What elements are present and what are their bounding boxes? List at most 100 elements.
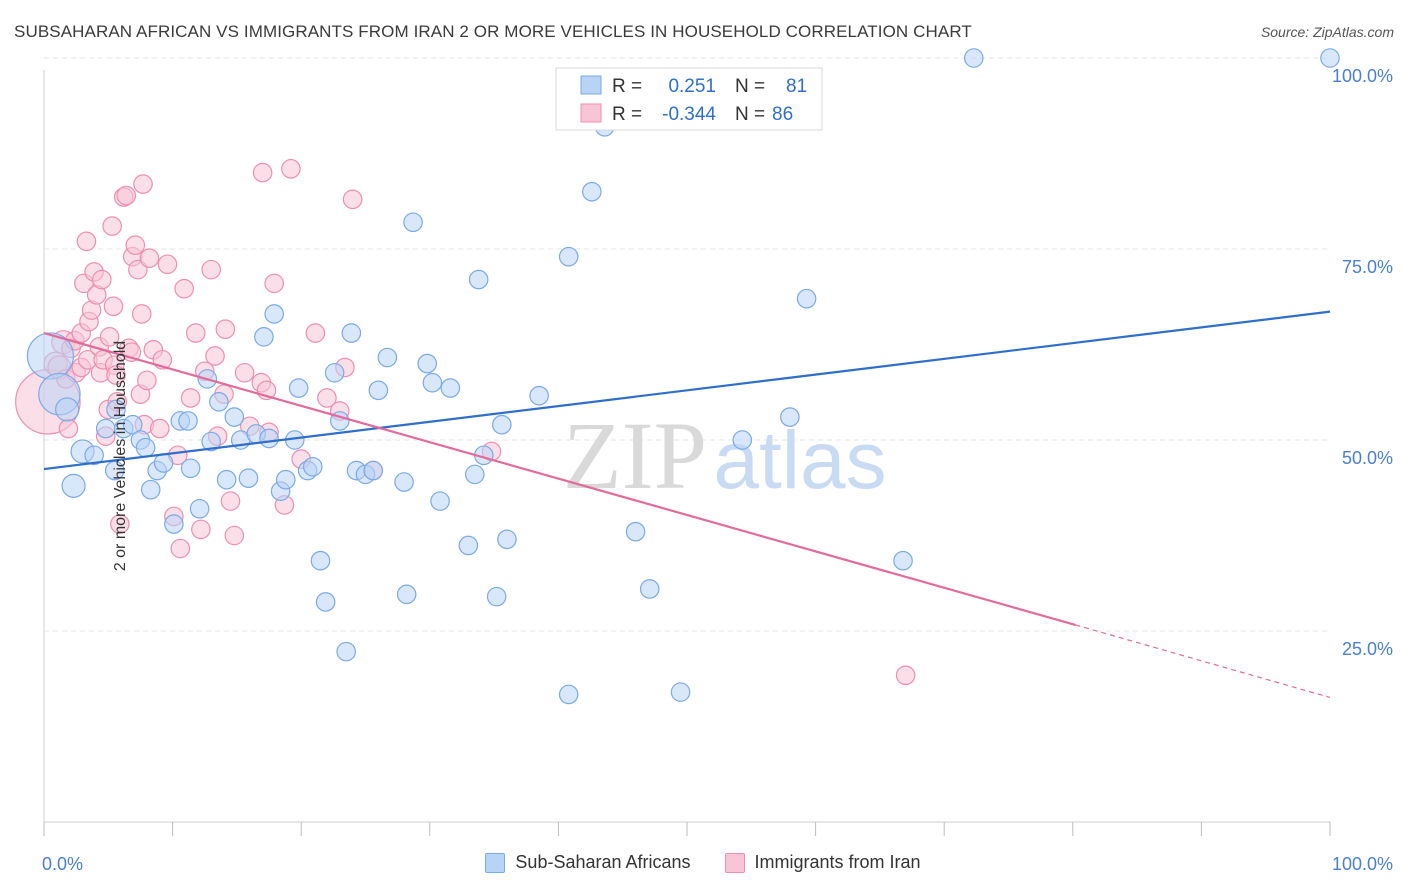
iran-point-30 (110, 514, 130, 534)
africans-point-57 (465, 464, 485, 485)
axes (43, 70, 1331, 836)
tick-labels: 25.0% 50.0% 75.0% 100.0% 0.0% 100.0% (42, 66, 1393, 874)
iran-point-40 (133, 174, 153, 194)
iran-point-54 (191, 519, 211, 540)
legend-r-label-2: R = (612, 104, 642, 125)
y-tick-label-2: 75.0% (1342, 257, 1393, 277)
africans-point-35 (288, 378, 309, 398)
africans-point-13 (140, 479, 161, 500)
africans-point-69 (639, 579, 660, 599)
legend-label-sub-saharan-africans: Sub-Saharan Africans (515, 852, 691, 872)
legend-r-value-2: -0.344 (662, 104, 716, 125)
africans-point-5 (84, 445, 104, 466)
legend-swatch-sub-saharan-africans (485, 852, 506, 873)
africans-point-65 (558, 684, 579, 705)
africans-point-53 (422, 372, 443, 393)
iran-point-36 (125, 235, 146, 255)
iran-point-57 (205, 346, 225, 366)
africans-point-10 (122, 414, 143, 435)
legend-item-immigrants-from-iran[interactable]: Immigrants from Iran (724, 852, 921, 873)
iran-point-12 (76, 231, 97, 252)
africans-point-30 (259, 428, 279, 449)
iran-point-53 (185, 323, 206, 343)
africans-point-49 (394, 472, 414, 492)
legend-r-label-1: R = (612, 76, 642, 97)
legend-n-label-1: N = (735, 76, 765, 97)
africans-point-29 (254, 327, 274, 347)
iran-point-66 (252, 162, 273, 183)
iran-point-77 (342, 189, 363, 210)
legend-item-sub-saharan-africans[interactable]: Sub-Saharan Africans (485, 852, 691, 873)
iran-point-61 (220, 491, 241, 511)
trend-lines (43, 310, 1331, 699)
iran-point-51 (174, 278, 194, 299)
africans-point-48 (377, 347, 398, 368)
iran-point-52 (180, 388, 201, 408)
africans-point-75 (963, 48, 984, 68)
iran-point-25 (102, 216, 122, 236)
iran-point-71 (281, 158, 301, 179)
africans-point-61 (492, 414, 512, 435)
y-tick-label-3: 100.0% (1332, 66, 1393, 86)
bottom-legend: Sub-Saharan Africans Immigrants from Ira… (0, 852, 1406, 873)
iran-point-62 (224, 525, 245, 546)
africans-point-74 (893, 550, 913, 571)
africans-point-51 (403, 212, 423, 233)
africans-point-42 (336, 641, 357, 662)
iran-point-32 (116, 185, 137, 206)
watermark-zip: ZIP (563, 402, 707, 509)
iran-point-50 (170, 538, 191, 559)
africans-point-40 (324, 362, 345, 383)
legend-n-value-1: 81 (786, 76, 807, 97)
africans-point-39 (315, 592, 336, 612)
africans-point-58 (468, 269, 489, 290)
africans-point-55 (440, 378, 461, 398)
africans-point-72 (780, 407, 800, 427)
x-tick-label-1: 100.0% (1332, 854, 1393, 874)
africans-point-25 (224, 407, 245, 427)
iran-point-56 (201, 259, 221, 280)
africans-point-50 (396, 584, 417, 605)
africans-point-60 (486, 586, 507, 607)
africans-point-8 (106, 399, 126, 420)
trend-line-sub-saharan-africans (43, 310, 1331, 471)
africans-point-38 (310, 550, 331, 571)
watermark-atlas: atlas (713, 415, 886, 506)
africans-point-20 (189, 498, 210, 519)
y-tick-label-0: 25.0% (1342, 639, 1393, 659)
y-tick-label-1: 50.0% (1342, 448, 1393, 468)
africans-point-56 (458, 535, 479, 556)
africans-point-46 (363, 460, 384, 481)
chart-title: SUBSAHARAN AFRICAN VS IMMIGRANTS FROM IR… (14, 22, 972, 41)
africans-point-23 (209, 391, 229, 412)
africans-point-43 (341, 323, 362, 343)
africans-point-22 (201, 431, 221, 452)
iran-point-28 (106, 365, 126, 385)
africans-point-33 (275, 469, 296, 490)
africans-point-62 (497, 529, 517, 550)
iran-point-80 (895, 665, 916, 686)
africans-point-52 (417, 353, 438, 374)
trend-line-immigrants-from-iran (43, 331, 1076, 626)
watermark: ZIP atlas (563, 402, 887, 509)
africans-point-2 (55, 397, 80, 422)
legend-swatch-blue (580, 75, 602, 95)
legend-swatch-pink (580, 103, 602, 123)
iran-point-43 (139, 248, 160, 268)
legend-label-immigrants-from-iran: Immigrants from Iran (754, 852, 921, 872)
iran-point-69 (264, 273, 284, 294)
legend-swatch-immigrants-from-iran (724, 852, 745, 873)
africans-point-73 (796, 288, 817, 309)
africans-point-63 (529, 385, 549, 406)
africans-point-16 (164, 514, 184, 534)
africans-point-27 (238, 468, 259, 488)
source-label: Source: ZipAtlas.com (1260, 24, 1394, 40)
africans-point-66 (582, 181, 602, 202)
africans-point-54 (430, 491, 450, 511)
iran-point-39 (131, 304, 152, 324)
iran-point-45 (149, 418, 170, 439)
iran-point-47 (157, 254, 178, 275)
iran-point-42 (137, 370, 157, 391)
iran-point-60 (215, 319, 236, 340)
